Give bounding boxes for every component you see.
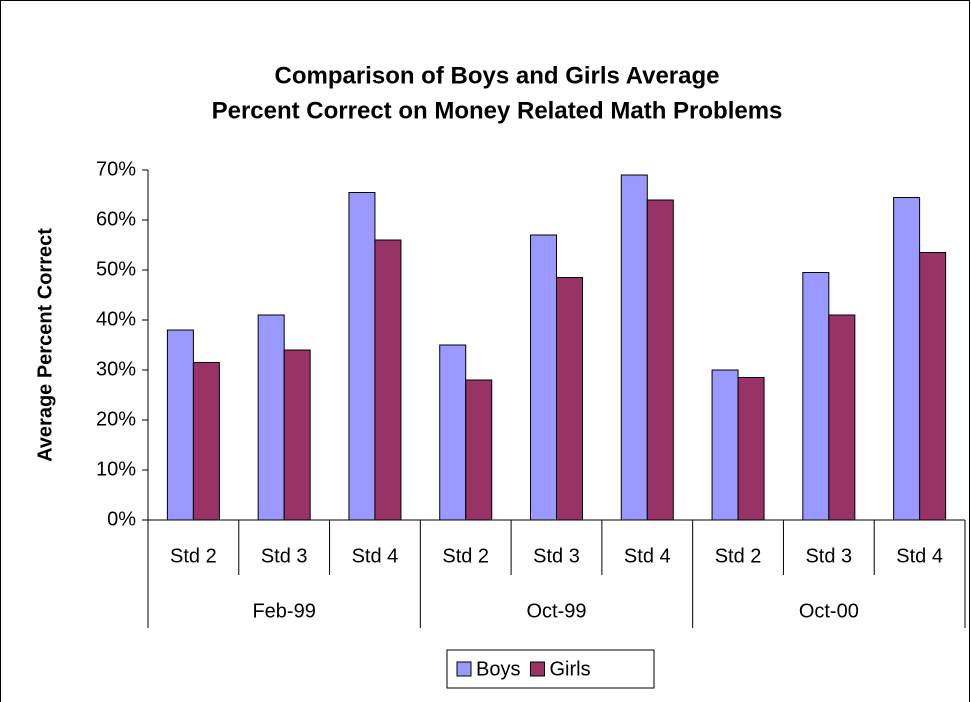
bar: [283, 349, 311, 521]
chart-title: Percent Correct on Money Related Math Pr…: [212, 97, 783, 124]
bar: [711, 369, 739, 521]
legend-swatch: [456, 661, 472, 677]
x-tick-label: Std 2: [170, 545, 217, 567]
y-tick-label: 0%: [107, 508, 136, 530]
bar: [166, 329, 194, 521]
bar: [439, 344, 467, 521]
legend-label: Girls: [549, 658, 590, 680]
group-label: Oct-99: [526, 600, 586, 622]
y-tick-label: 50%: [96, 258, 136, 280]
bar: [737, 377, 765, 521]
legend-label: Boys: [476, 658, 520, 680]
bar: [530, 234, 557, 521]
bar: [556, 277, 583, 521]
y-tick-label: 40%: [96, 308, 136, 330]
bar: [828, 314, 856, 521]
bar: [919, 252, 947, 521]
bar: [465, 379, 493, 521]
y-tick-label: 60%: [96, 208, 136, 230]
group-label: Oct-00: [799, 600, 859, 622]
bar: [374, 239, 402, 521]
x-tick-label: Std 4: [352, 545, 399, 567]
bar: [802, 272, 830, 521]
y-tick-label: 70%: [96, 158, 136, 180]
group-label: Feb-99: [252, 600, 315, 622]
y-tick-label: 20%: [96, 408, 136, 430]
x-tick-label: Std 4: [896, 545, 943, 567]
x-tick-label: Std 2: [442, 545, 489, 567]
legend-box: [446, 649, 655, 689]
x-tick-label: Std 4: [624, 545, 671, 567]
bar: [620, 174, 648, 521]
bar: [192, 362, 220, 521]
legend-swatch: [529, 661, 545, 677]
bar: [257, 314, 285, 521]
bar: [646, 199, 674, 521]
x-tick-label: Std 2: [715, 545, 762, 567]
y-axis-title: Average Percent Correct: [34, 228, 56, 462]
chart-title: Comparison of Boys and Girls Average: [275, 62, 720, 89]
x-tick-label: Std 3: [533, 545, 580, 567]
y-tick-label: 30%: [96, 358, 136, 380]
bar: [348, 192, 376, 521]
bar: [893, 197, 921, 521]
x-tick-label: Std 3: [261, 545, 308, 567]
x-tick-label: Std 3: [805, 545, 852, 567]
y-tick-label: 10%: [96, 458, 136, 480]
